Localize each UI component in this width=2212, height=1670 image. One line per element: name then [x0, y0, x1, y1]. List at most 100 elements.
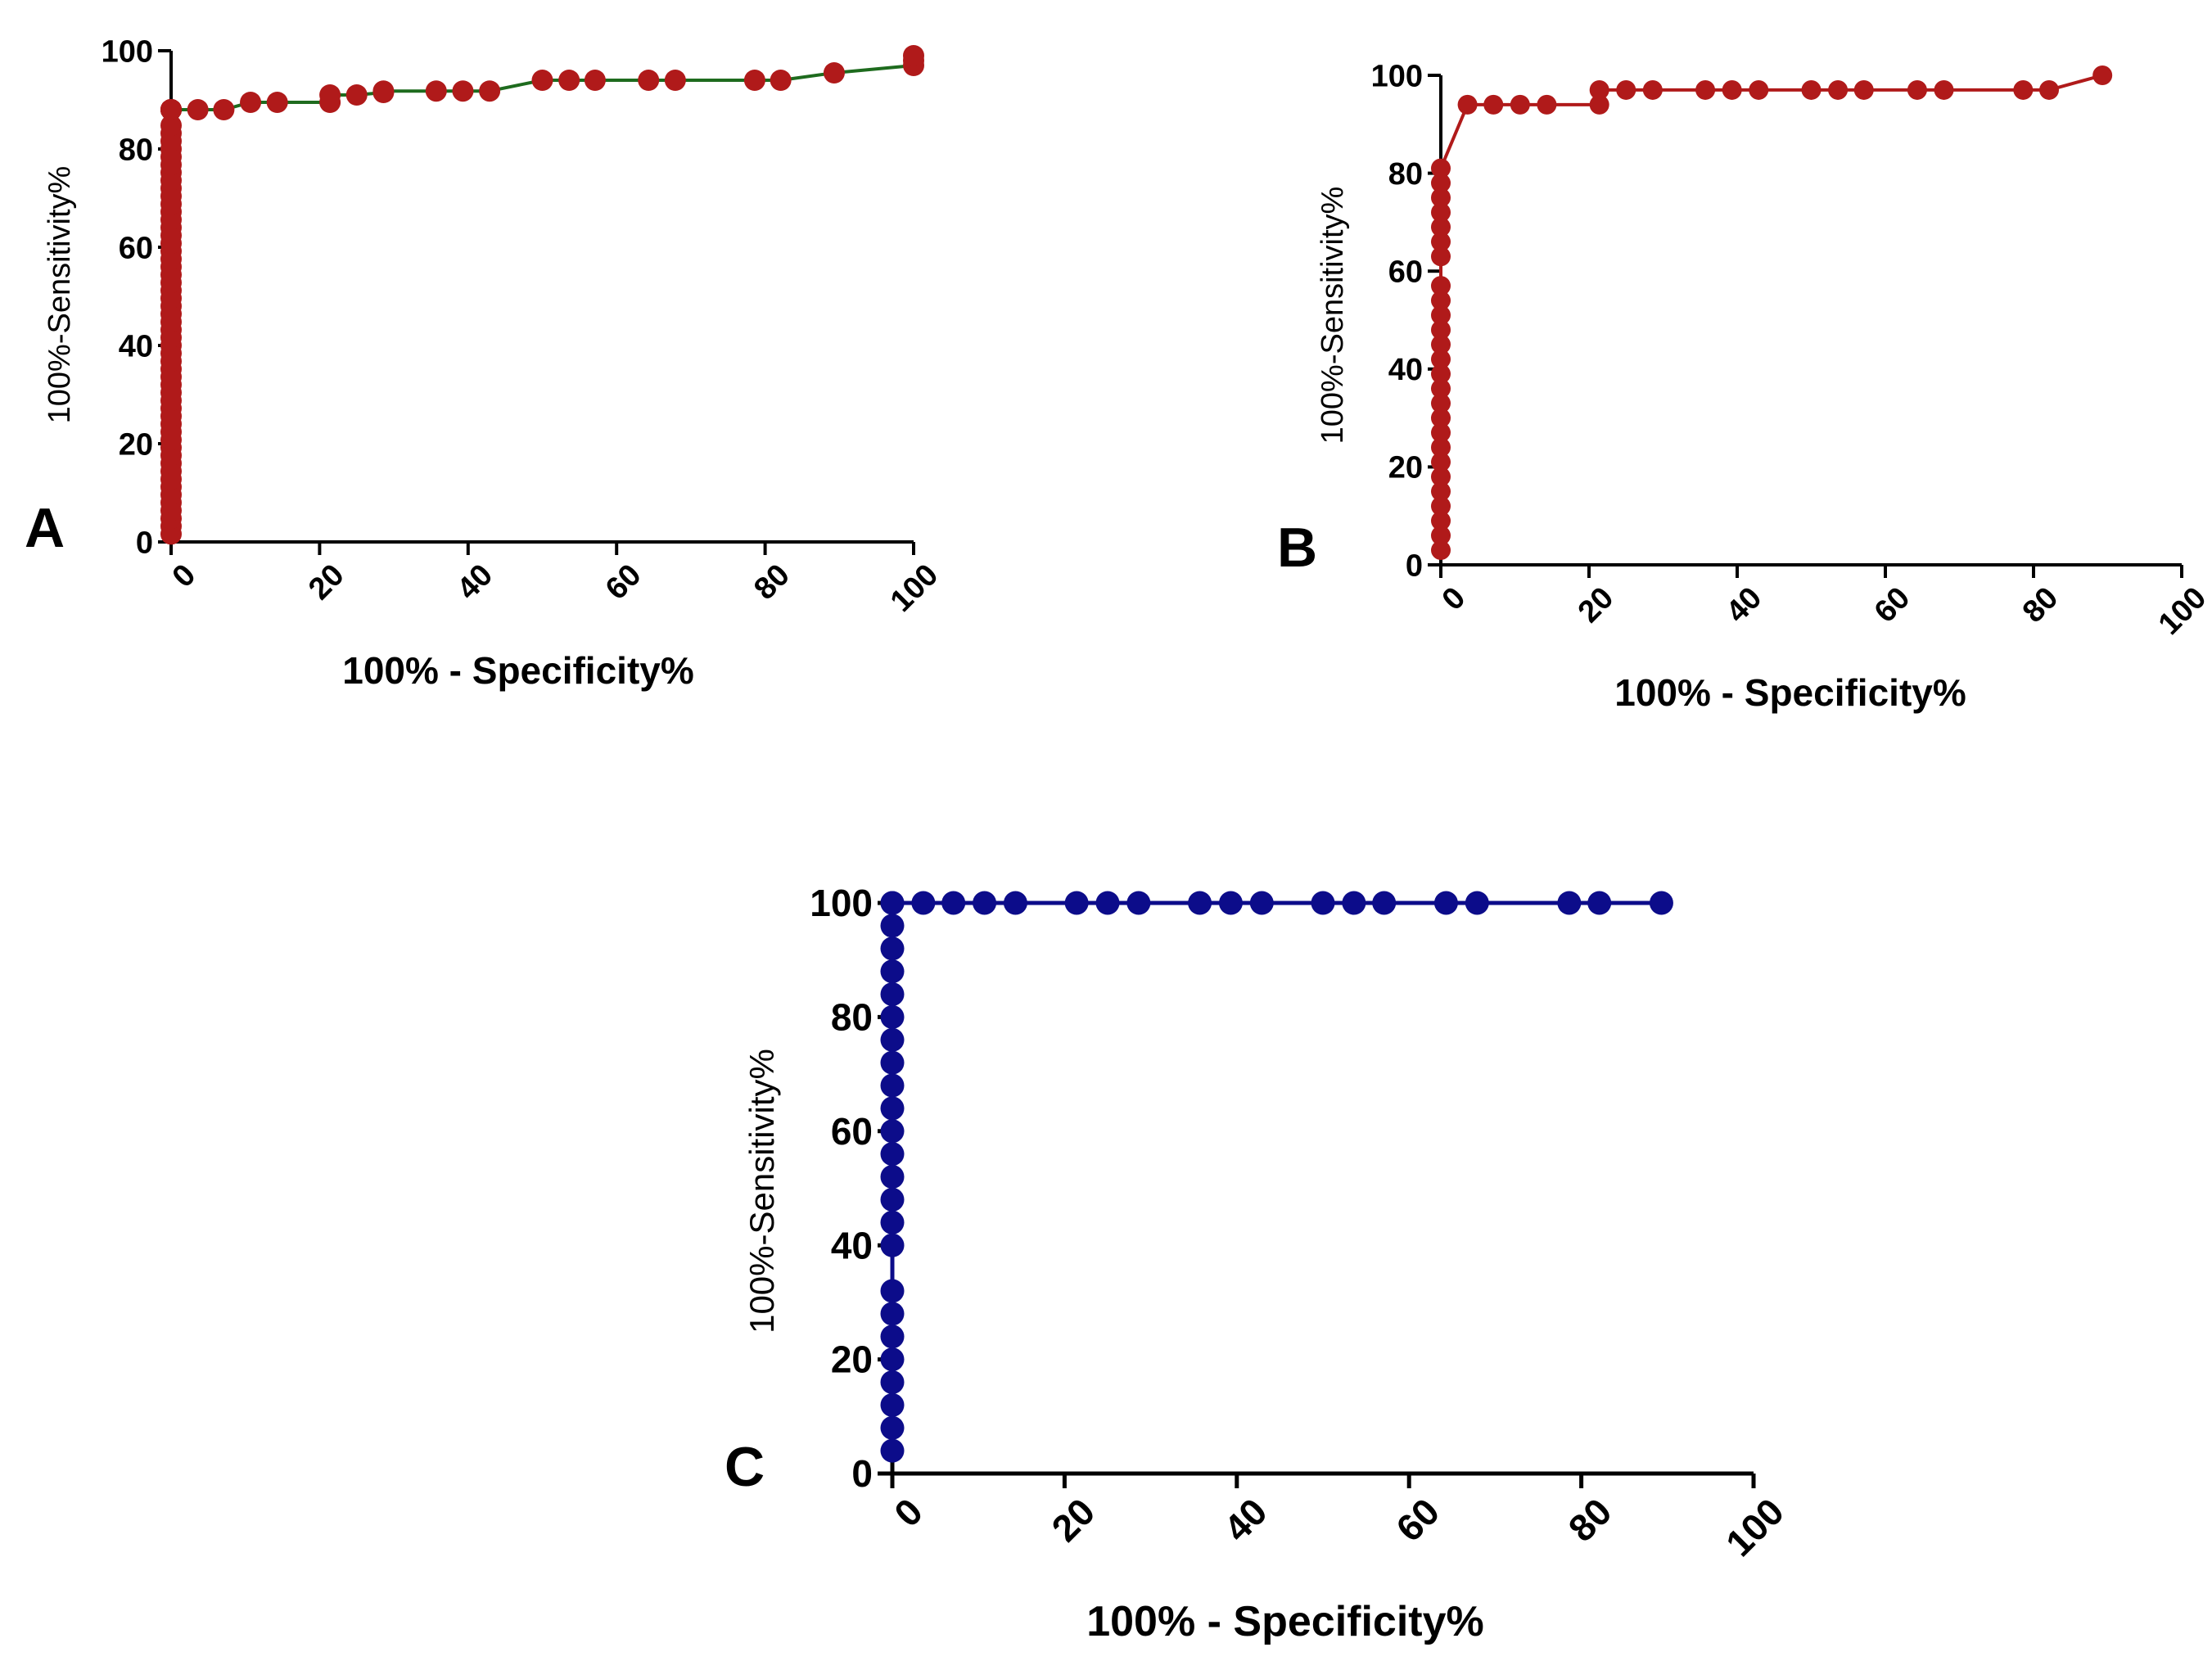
data-point — [1188, 891, 1212, 915]
data-point — [743, 70, 765, 91]
data-point — [1589, 94, 1609, 115]
x-tick-label: 20 — [1572, 580, 1621, 630]
x-axis-title: 100% - Specificity% — [1086, 1598, 1484, 1645]
data-point — [880, 982, 905, 1007]
data-point — [1431, 422, 1451, 443]
y-tick-label: 100 — [1371, 59, 1423, 93]
roc-panel-a: A 100%-Sensitivity% 100% - Specificity% … — [25, 34, 945, 692]
x-tick-label: 100 — [2152, 580, 2212, 642]
data-point — [1431, 452, 1451, 472]
y-axis-title: 100%-Sensitivity% — [43, 166, 77, 424]
data-point — [1431, 173, 1451, 193]
data-point — [1557, 891, 1582, 915]
x-tick-label: 0 — [886, 1490, 931, 1535]
data-point — [1431, 467, 1451, 487]
data-point — [880, 1325, 905, 1349]
data-point — [1616, 79, 1636, 100]
data-point — [1431, 187, 1451, 208]
data-point — [880, 959, 905, 984]
roc-curve-line — [1439, 74, 2103, 551]
data-point — [1907, 79, 1927, 100]
data-point — [1431, 437, 1451, 458]
x-tick-label: 60 — [1388, 1490, 1447, 1550]
data-point — [1722, 79, 1742, 100]
y-tick-label: 80 — [119, 133, 153, 167]
data-point — [880, 1233, 905, 1257]
roc-panel-c: C 100%-Sensitivity% 100% - Specificity% … — [725, 882, 1792, 1645]
data-point — [823, 62, 845, 84]
data-point — [1431, 217, 1451, 237]
data-point — [266, 92, 288, 113]
panel-letter: B — [1277, 517, 1317, 579]
data-point — [1431, 158, 1451, 178]
roc-curve-line — [169, 56, 915, 535]
data-point — [1311, 891, 1335, 915]
data-point — [880, 891, 905, 915]
y-tick-label: 0 — [136, 526, 153, 560]
data-point — [664, 70, 686, 91]
y-tick-label: 0 — [851, 1452, 873, 1495]
panel-letter: A — [25, 497, 65, 559]
data-point — [880, 1004, 905, 1029]
data-point — [880, 1347, 905, 1372]
data-point — [160, 99, 182, 120]
data-point — [1431, 408, 1451, 428]
data-point — [558, 70, 580, 91]
data-point — [880, 1279, 905, 1303]
data-point — [911, 891, 936, 915]
data-point — [1064, 891, 1089, 915]
y-tick-label: 0 — [1406, 548, 1423, 583]
data-point — [1095, 891, 1120, 915]
y-axis-title: 100%-Sensitivity% — [743, 1049, 781, 1334]
data-point — [1431, 334, 1451, 354]
data-point — [1431, 202, 1451, 223]
panel-letter: C — [725, 1436, 765, 1498]
data-point — [880, 1415, 905, 1440]
data-point — [1372, 891, 1397, 915]
data-point — [187, 99, 209, 120]
data-point — [1431, 246, 1451, 267]
y-tick-label: 80 — [831, 996, 873, 1039]
data-point — [1431, 378, 1451, 399]
data-point — [1431, 496, 1451, 517]
x-tick-label: 100 — [884, 557, 946, 619]
x-tick-label: 40 — [1720, 580, 1769, 630]
data-point — [1431, 319, 1451, 340]
data-point — [1342, 891, 1366, 915]
data-point — [1003, 891, 1027, 915]
x-tick-label: 20 — [1043, 1490, 1103, 1550]
data-point — [2013, 79, 2034, 100]
y-tick-label: 80 — [1388, 157, 1423, 192]
data-point — [452, 80, 474, 102]
y-tick-label: 40 — [119, 329, 153, 363]
data-point — [1431, 291, 1451, 311]
data-point — [1934, 79, 1954, 100]
data-point — [880, 1165, 905, 1189]
y-tick-label: 60 — [119, 231, 153, 265]
x-axis-title: 100% - Specificity% — [342, 649, 694, 692]
x-axis-title: 100% - Specificity% — [1614, 671, 1966, 714]
data-point — [372, 80, 395, 102]
data-point — [1431, 481, 1451, 502]
data-point — [1431, 540, 1451, 561]
y-tick-label: 100 — [810, 882, 873, 924]
data-point — [880, 1050, 905, 1075]
x-tick-label: 60 — [599, 557, 648, 607]
data-point — [1483, 94, 1504, 115]
data-point — [1431, 349, 1451, 369]
data-point — [638, 70, 660, 91]
data-point — [903, 45, 924, 66]
x-tick-label: 0 — [1436, 580, 1473, 617]
y-tick-label: 20 — [1388, 451, 1423, 485]
data-point — [1431, 393, 1451, 413]
data-point — [213, 99, 235, 120]
y-tick-label: 40 — [831, 1224, 873, 1266]
roc-panel-b: B 100%-Sensitivity% 100% - Specificity% … — [1277, 59, 2212, 714]
x-tick-label: 20 — [302, 557, 351, 607]
x-tick-label: 60 — [1868, 580, 1917, 630]
x-tick-label: 100 — [1718, 1490, 1792, 1564]
y-tick-label: 20 — [119, 427, 153, 462]
data-point — [880, 914, 905, 938]
data-point — [1589, 79, 1609, 100]
data-point — [1801, 79, 1822, 100]
